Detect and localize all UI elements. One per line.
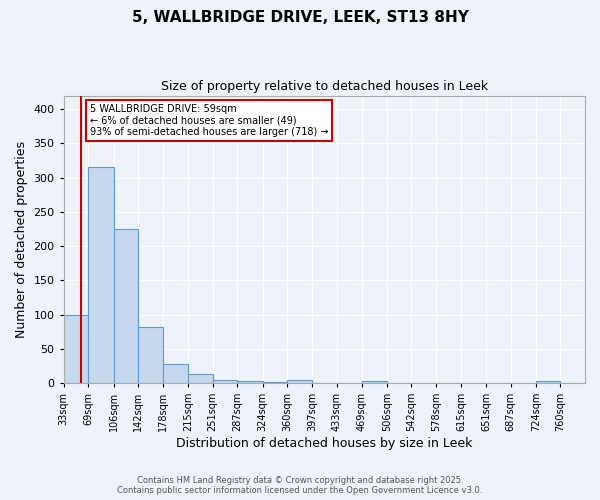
Bar <box>362 381 387 383</box>
Text: 5, WALLBRIDGE DRIVE, LEEK, ST13 8HY: 5, WALLBRIDGE DRIVE, LEEK, ST13 8HY <box>131 10 469 25</box>
Bar <box>536 381 560 383</box>
Bar <box>113 229 138 383</box>
Bar <box>64 314 88 383</box>
Bar <box>212 380 237 383</box>
Bar <box>237 381 263 383</box>
Bar <box>163 364 188 383</box>
Bar <box>263 382 287 383</box>
Bar <box>138 327 163 383</box>
Text: Contains HM Land Registry data © Crown copyright and database right 2025.
Contai: Contains HM Land Registry data © Crown c… <box>118 476 482 495</box>
Text: 5 WALLBRIDGE DRIVE: 59sqm
← 6% of detached houses are smaller (49)
93% of semi-d: 5 WALLBRIDGE DRIVE: 59sqm ← 6% of detach… <box>89 104 328 137</box>
X-axis label: Distribution of detached houses by size in Leek: Distribution of detached houses by size … <box>176 437 473 450</box>
Bar <box>188 374 212 383</box>
Title: Size of property relative to detached houses in Leek: Size of property relative to detached ho… <box>161 80 488 93</box>
Bar <box>287 380 313 383</box>
Bar <box>88 168 113 383</box>
Y-axis label: Number of detached properties: Number of detached properties <box>15 141 28 338</box>
